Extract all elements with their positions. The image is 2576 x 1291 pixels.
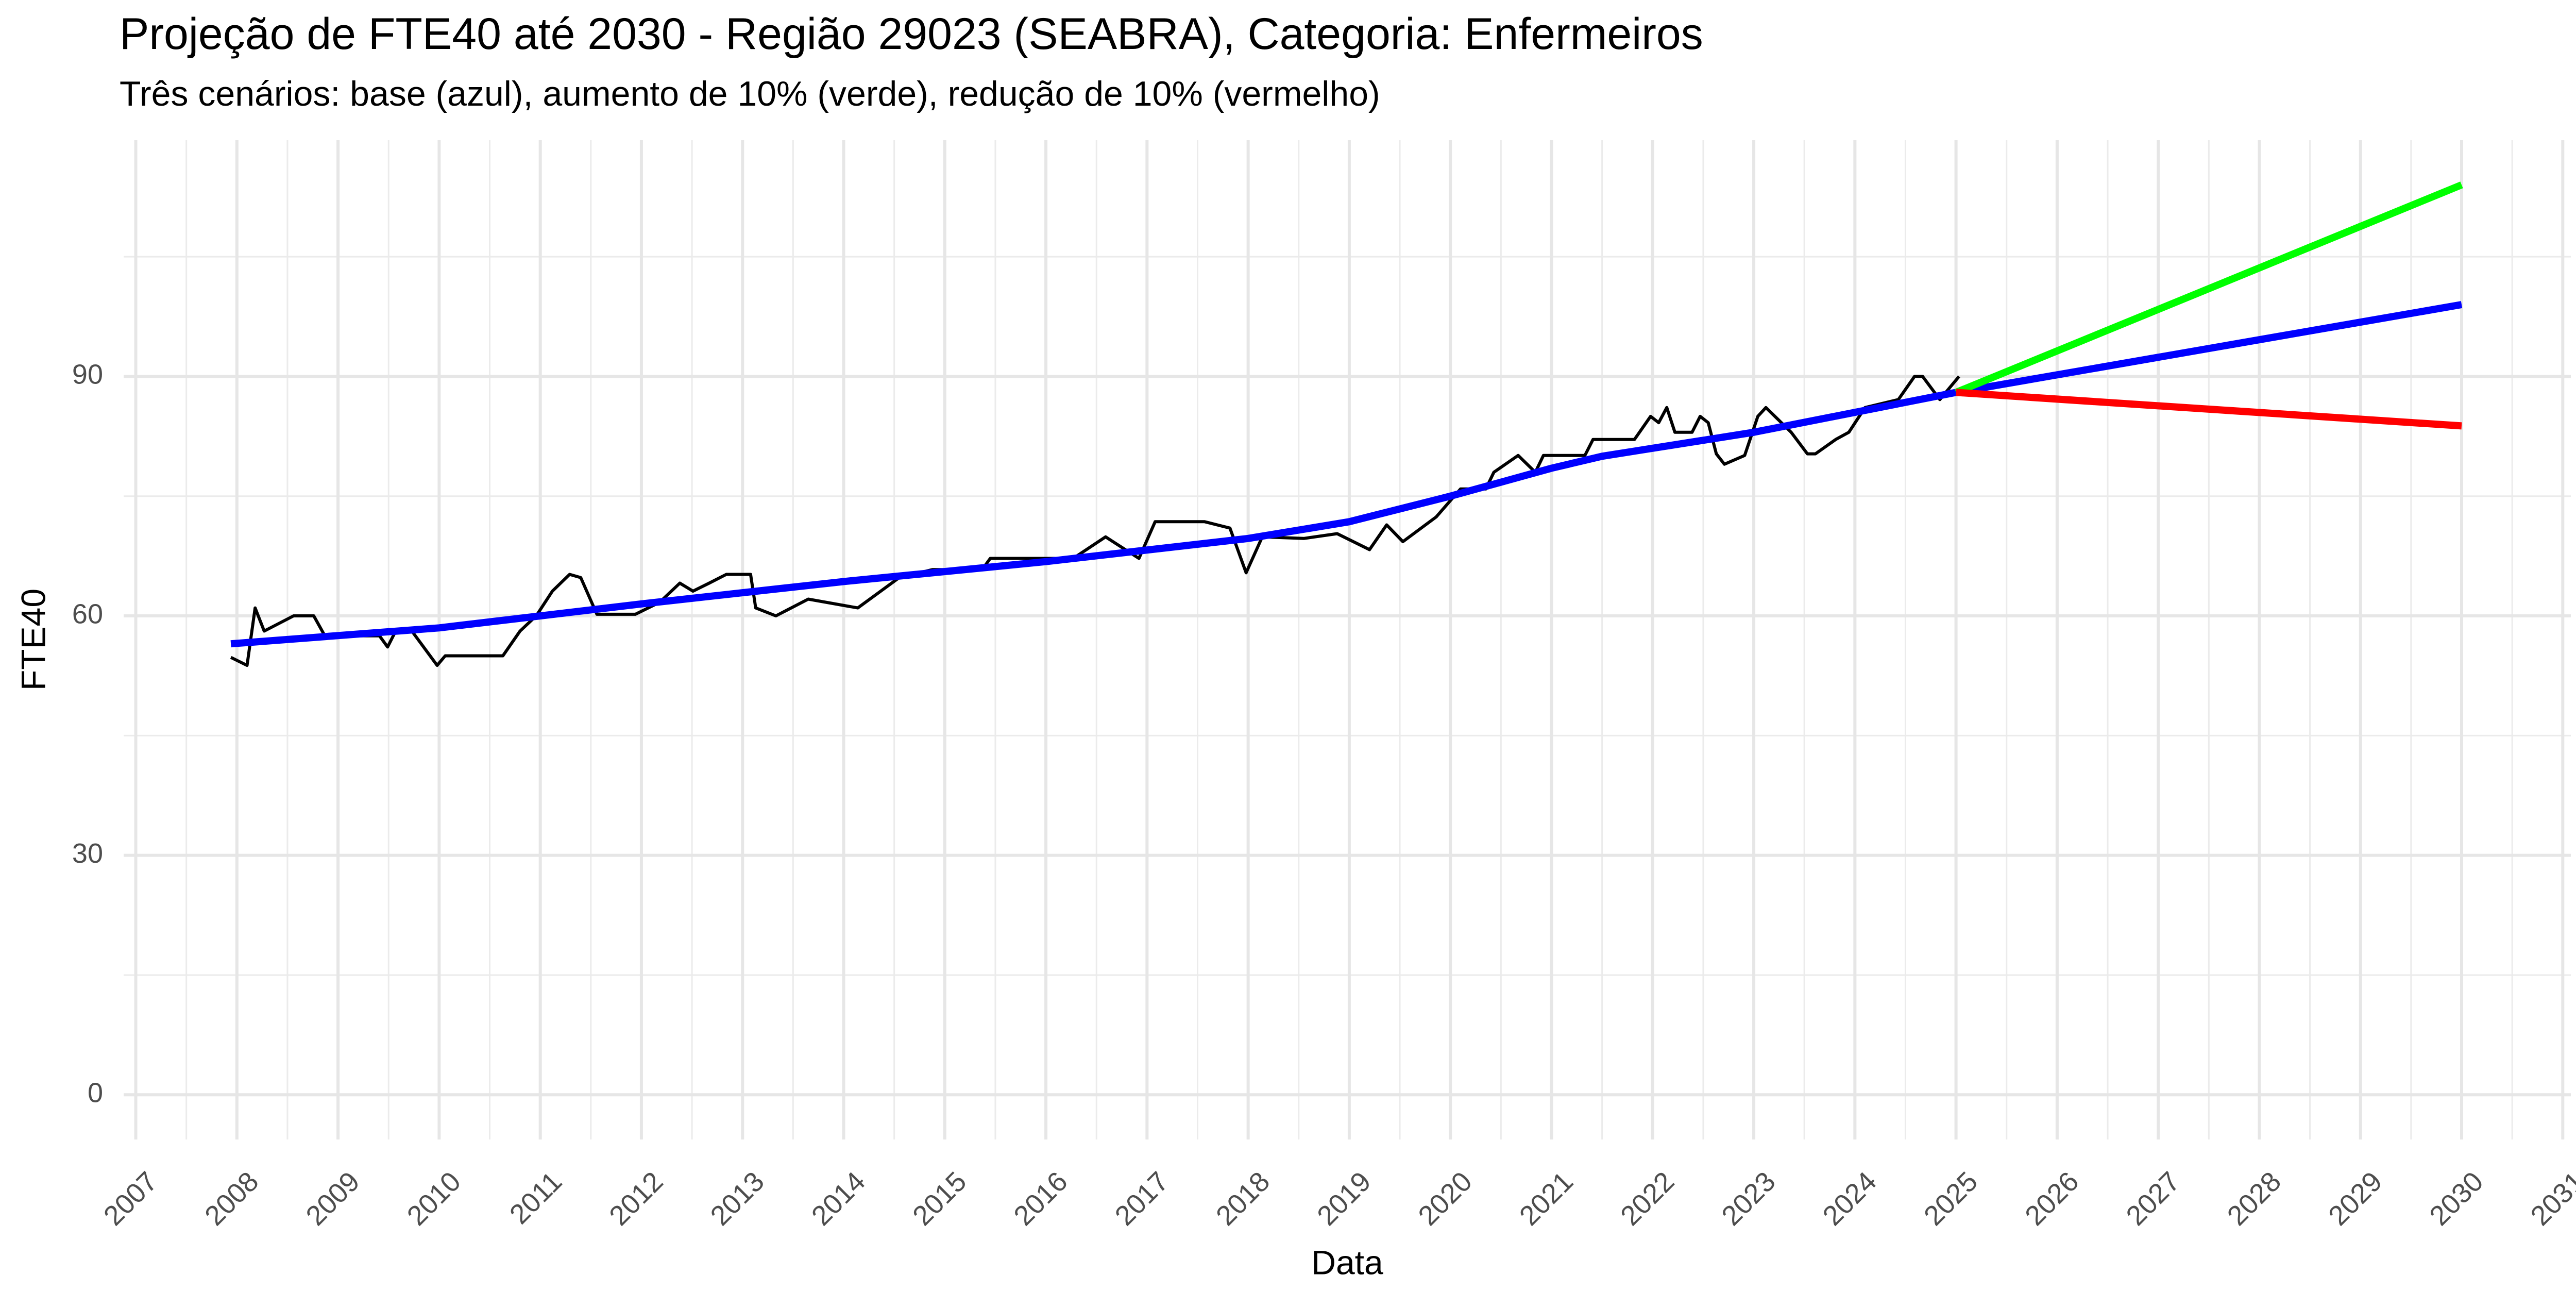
chart-subtitle: Três cenários: base (azul), aumento de 1… (120, 74, 1380, 113)
x-tick-label: 2024 (1817, 1166, 1883, 1231)
line-series (1956, 389, 2462, 430)
y-tick-label: 60 (72, 598, 103, 629)
x-tick-label: 2026 (2019, 1166, 2084, 1231)
line-series (230, 301, 2463, 648)
x-tick-label: 2011 (504, 1166, 568, 1230)
x-tick-label: 2015 (907, 1166, 972, 1231)
y-tick-label: 0 (88, 1078, 103, 1109)
x-tick-label: 2020 (1412, 1166, 1478, 1231)
y-tick-label: 30 (72, 838, 103, 869)
y-tick-label: 90 (72, 359, 103, 390)
x-axis-label: Data (1311, 1243, 1383, 1281)
x-tick-label: 2009 (300, 1166, 365, 1231)
x-tick-label: 2018 (1210, 1166, 1276, 1231)
x-tick-label: 2025 (1918, 1166, 1984, 1231)
x-tick-label: 2028 (2222, 1166, 2287, 1231)
x-tick-label: 2027 (2120, 1166, 2185, 1231)
x-tick-label: 2010 (401, 1166, 467, 1231)
x-tick-label: 2030 (2424, 1166, 2489, 1231)
x-tick-label: 2029 (2323, 1166, 2388, 1231)
chart-title: Projeção de FTE40 até 2030 - Região 2902… (120, 9, 1703, 59)
x-tick-label: 2013 (705, 1166, 770, 1231)
x-tick-label: 2022 (1615, 1166, 1680, 1231)
x-tick-label: 2019 (1311, 1166, 1377, 1231)
x-tick-label: 2014 (806, 1166, 871, 1231)
x-tick-label: 2023 (1716, 1166, 1781, 1231)
x-tick-label: 2007 (98, 1166, 163, 1231)
line-series (230, 375, 1960, 667)
x-tick-label: 2021 (1514, 1166, 1579, 1231)
x-tick-label: 2012 (603, 1166, 669, 1231)
line-series (1954, 181, 2463, 396)
x-tick-label: 2008 (199, 1166, 264, 1231)
x-tick-label: 2016 (1008, 1166, 1073, 1231)
x-tick-label: 2031 (2525, 1166, 2576, 1231)
y-axis-label: FTE40 (14, 589, 52, 691)
x-tick-label: 2017 (1109, 1166, 1175, 1231)
